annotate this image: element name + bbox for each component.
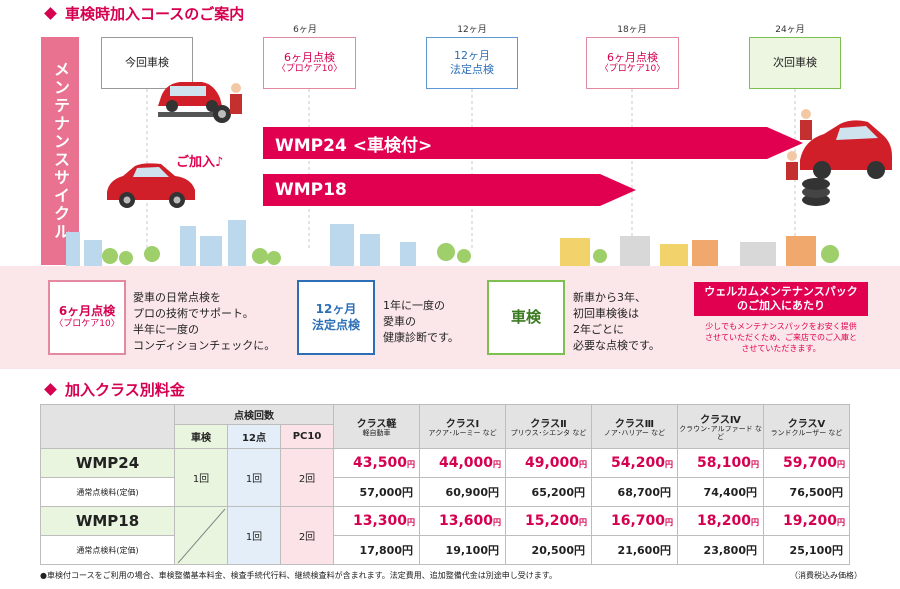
price-cell: 13,600円 [419,506,506,536]
count-shaken-wmp24: 1回 [174,448,228,507]
milestone-18-month: 6ヶ月点検 〈プロケア10〉 [586,37,679,89]
milestone-12-month: 12ヶ月 法定点検 [426,37,518,89]
regular-price-cell: 17,800円 [333,535,420,565]
month-label-12: 12ヶ月 [457,25,487,35]
class-header-2: クラスⅡ プリウス･シエンタ など [505,404,592,449]
info-text-12-month: 1年に一度の 愛車の 健康診断です。 [383,299,459,344]
milestone-next-inspection: 次回車検 [749,37,841,89]
service-car-illustration [786,109,892,206]
welcome-pack-banner: ウェルカムメンテナンスパック のご加入にあたり [694,282,868,316]
info-box-12-month: 12ヶ月 法定点検 [297,280,375,355]
tax-note: （消費税込み価格） [790,571,862,580]
price-cell: 18,200円 [677,506,764,536]
red-car-illustration [107,163,195,208]
footnote: ●車検付コースをご利用の場合、車検整備基本料金、検査手続代行料、継続検査料が含ま… [40,571,557,580]
city-skyline-illustration [60,220,900,268]
plan-name-wmp18: WMP18 [40,506,175,536]
count-pc10-wmp18: 2回 [280,506,334,565]
price-cell: 43,500円 [333,448,420,478]
month-label-24: 24ヶ月 [775,25,805,35]
diamond-icon [44,383,57,396]
class-header-1: クラスⅠ アクア･ルーミー など [419,404,506,449]
lifted-car-illustration [158,82,242,123]
regular-price-cell: 60,900円 [419,477,506,507]
regular-price-label: 通常点検料(定価) [40,535,175,565]
month-label-6: 6ヶ月 [293,25,317,35]
count-shaken-wmp18 [174,506,228,565]
class-header-5: クラスⅤ ランドクルーザー など [763,404,850,449]
regular-price-cell: 23,800円 [677,535,764,565]
regular-price-cell: 25,100円 [763,535,850,565]
regular-price-cell: 76,500円 [763,477,850,507]
regular-price-cell: 68,700円 [591,477,678,507]
pricing-table: 点検回数 クラス軽 軽自動車 クラスⅠ アクア･ルーミー など クラスⅡ プリウス･シ… [40,404,850,565]
count-12-wmp18: 1回 [227,506,281,565]
class-header-kei: クラス軽 軽自動車 [333,404,420,449]
class-header-4: クラスⅣ クラウン･アルファード など [677,404,764,449]
milestone-6-month: 6ヶ月点検 〈プロケア10〉 [263,37,356,89]
regular-price-cell: 20,500円 [505,535,592,565]
sub-header-pc10: PC10 [280,424,334,449]
info-text-inspection: 新車から3年、 初回車検後は 2年ごとに 必要な点検です。 [573,291,660,352]
price-cell: 59,700円 [763,448,850,478]
table-corner [40,404,175,449]
not-included-slash [177,508,226,564]
inspection-count-header: 点検回数 [174,404,334,425]
milestone-current-inspection: 今回車検 [101,37,193,89]
price-cell: 58,100円 [677,448,764,478]
price-cell: 19,200円 [763,506,850,536]
plan-name-wmp24: WMP24 [40,448,175,478]
regular-price-label: 通常点検料(定価) [40,477,175,507]
info-box-6-month: 6ヶ月点検 〈プロケア10〉 [48,280,126,355]
regular-price-cell: 57,000円 [333,477,420,507]
price-cell: 16,700円 [591,506,678,536]
maintenance-cycle-band: メンテナンスサイクル [41,37,79,265]
regular-price-cell: 65,200円 [505,477,592,507]
section-title-course: 車検時加入コースのご案内 [44,3,244,24]
sub-header-12: 12点 [227,424,281,449]
section-title-pricing: 加入クラス別料金 [44,379,185,400]
welcome-pack-text: 少しでもメンテナンスパックをお安く提供 させていただくため、ご来店でのご入庫と … [705,322,857,354]
regular-price-cell: 21,600円 [591,535,678,565]
price-cell: 54,200円 [591,448,678,478]
price-cell: 49,000円 [505,448,592,478]
count-12-wmp24: 1回 [227,448,281,507]
info-box-inspection: 車検 [487,280,565,355]
count-pc10-wmp24: 2回 [280,448,334,507]
month-label-18: 18ヶ月 [617,25,647,35]
regular-price-cell: 19,100円 [419,535,506,565]
info-text-6-month: 愛車の日常点検を プロの技術でサポート。 半年に一度の コンディションチェックに… [133,291,276,352]
join-callout: ご加入♪ [176,155,224,170]
price-cell: 15,200円 [505,506,592,536]
sub-header-shaken: 車検 [174,424,228,449]
wmp18-arrow: WMP18 [263,174,636,206]
price-cell: 13,300円 [333,506,420,536]
price-cell: 44,000円 [419,448,506,478]
wmp24-arrow: WMP24 <車検付> [263,127,803,159]
class-header-3: クラスⅢ ノア･ハリアー など [591,404,678,449]
regular-price-cell: 74,400円 [677,477,764,507]
